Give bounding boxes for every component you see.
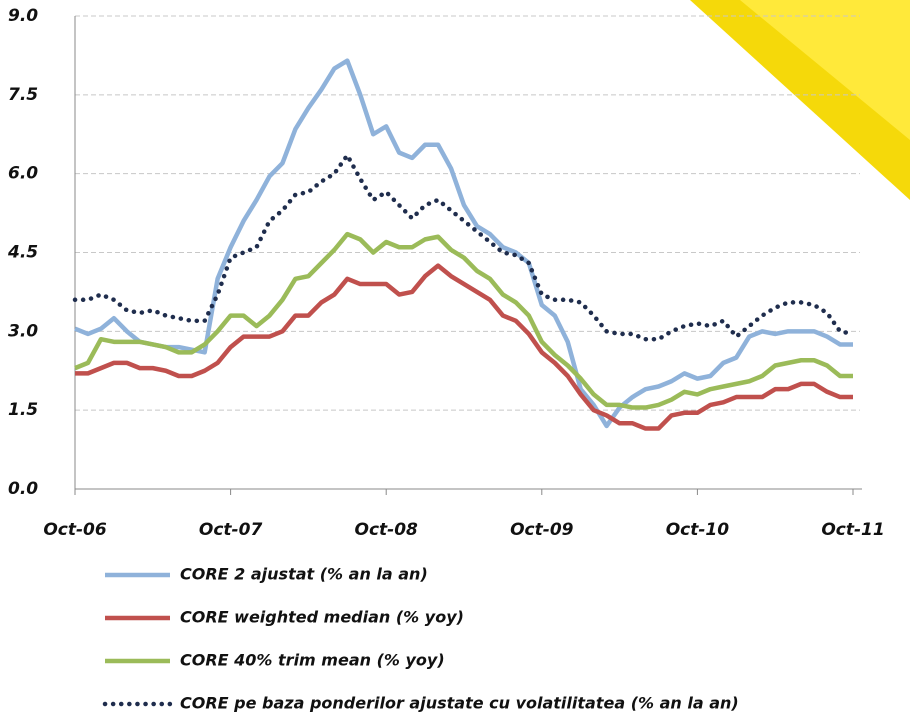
legend-label: CORE 40% trim mean (% yoy) [180, 651, 445, 670]
x-tick-label: Oct-07 [199, 520, 263, 540]
series-line [75, 263, 853, 431]
x-tick-label: Oct-10 [666, 520, 730, 540]
legend-label: CORE 2 ajustat (% an la an) [180, 565, 428, 584]
y-tick-label: 3.0 [8, 321, 38, 341]
decoration [740, 0, 910, 140]
x-tick-label: Oct-11 [821, 520, 884, 540]
y-tick-label: 0.0 [8, 479, 38, 499]
legend-label: CORE pe baza ponderilor ajustate cu vola… [180, 694, 739, 713]
legend-label: CORE weighted median (% yoy) [180, 608, 464, 627]
y-tick-label: 4.5 [7, 243, 38, 263]
series-line [74, 58, 853, 429]
series-line [72, 151, 856, 342]
y-tick-label: 1.5 [8, 400, 38, 420]
x-tick-label: Oct-06 [43, 520, 107, 540]
series-line [74, 231, 853, 410]
y-tick-label: 9.0 [8, 6, 38, 26]
x-tick-label: Oct-08 [355, 520, 419, 540]
y-tick-label: 7.5 [8, 85, 38, 105]
y-tick-label: 6.0 [8, 164, 38, 184]
x-tick-label: Oct-09 [510, 520, 574, 540]
